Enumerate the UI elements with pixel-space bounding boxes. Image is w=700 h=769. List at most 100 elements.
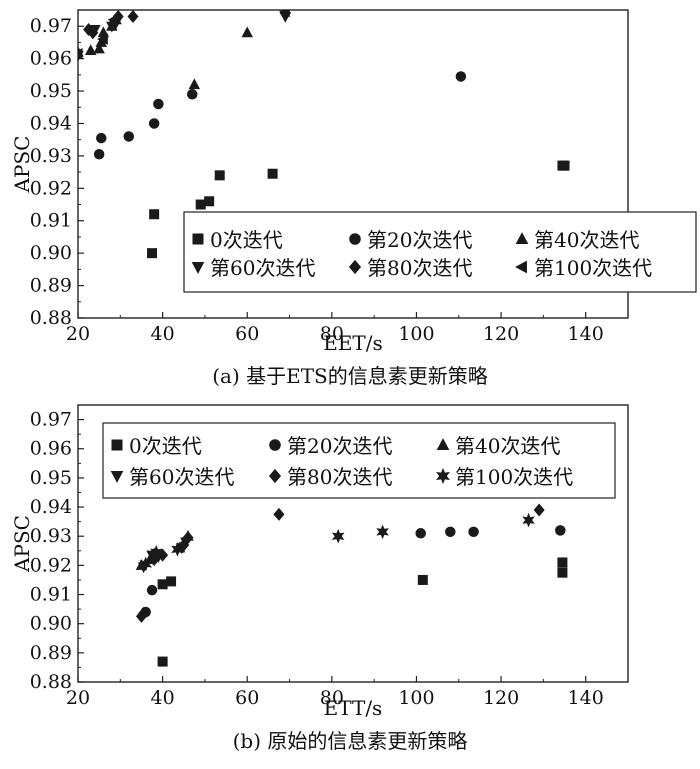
y-tick-label: 0.92 — [30, 554, 72, 576]
data-point-square — [267, 168, 278, 179]
caption-a: (a) 基于ETS的信息素更新策略 — [212, 364, 488, 388]
data-point-circle — [96, 132, 107, 144]
legend-marker-circle — [349, 233, 361, 245]
y-tick-label: 0.89 — [30, 275, 72, 297]
y-tick-label: 0.95 — [30, 467, 72, 489]
data-point-square — [417, 574, 428, 585]
plot-frame-b — [77, 404, 629, 683]
data-points-b — [135, 503, 568, 667]
legend-marker-triangle-left — [515, 260, 527, 274]
tick-marks-a — [77, 25, 587, 319]
data-point-square — [195, 199, 206, 210]
y-tick-label: 0.97 — [30, 15, 72, 37]
y-tick-label: 0.94 — [30, 496, 72, 518]
data-point-square — [557, 567, 568, 578]
data-point-circle — [148, 118, 160, 129]
legend-marker-triangle-down — [110, 471, 124, 483]
y-tick-label: 0.95 — [30, 80, 72, 102]
x-tick-label: 80 — [320, 687, 344, 709]
data-point-triangle-up — [84, 44, 97, 56]
data-point-triangle-left — [279, 10, 290, 18]
data-point-star — [522, 512, 535, 528]
y-tick-label: 0.96 — [30, 48, 72, 70]
y-tick-label: 0.94 — [30, 112, 72, 134]
data-point-triangle-up — [241, 26, 253, 38]
tick-marks-b — [77, 418, 587, 683]
data-point-circle — [455, 71, 467, 82]
x-tick-label: 60 — [235, 687, 259, 709]
x-tick-label: 120 — [483, 323, 519, 345]
data-point-diamond — [138, 606, 150, 620]
x-tick-label: 140 — [568, 687, 604, 709]
data-point-triangle-up — [95, 36, 108, 47]
x-tick-label: 20 — [66, 687, 90, 709]
data-point-triangle-up — [188, 78, 201, 90]
plot-frame-a — [77, 9, 629, 319]
panel-b: 0.88 0.89 0.90 0.91 0.92 0.93 0.94 0.95 0.96 0.97… — [10, 404, 629, 753]
data-point-circle — [146, 584, 158, 596]
data-point-square — [204, 196, 215, 207]
y-tick-label: 0.91 — [30, 210, 72, 232]
legend-marker-diamond — [348, 259, 362, 275]
legend-marker-triangle-up — [515, 232, 529, 244]
data-point-diamond — [182, 531, 194, 545]
data-point-circle — [415, 528, 426, 539]
y-tick-label: 0.88 — [30, 671, 72, 693]
y-tick-label: 0.89 — [30, 642, 72, 664]
data-point-diamond — [533, 503, 545, 517]
y-tick-label: 0.93 — [30, 145, 72, 167]
legend-label: 0次迭代 — [129, 434, 202, 458]
data-point-circle — [555, 525, 566, 536]
legend-label: 第80次迭代 — [287, 465, 392, 489]
legend-marker-triangle-down — [191, 262, 205, 274]
data-point-triangle-left — [107, 13, 119, 26]
y-tick-labels-a: 0.88 0.89 0.90 0.91 0.92 0.93 0.94 0.95 0.96 0.97 — [30, 15, 72, 329]
legend-label: 第20次迭代 — [367, 228, 472, 252]
x-tick-label: 40 — [151, 687, 175, 709]
legend-label: 第40次迭代 — [455, 434, 560, 458]
data-point-circle — [123, 131, 135, 142]
y-tick-label: 0.90 — [30, 242, 72, 264]
x-axis-label-b: ETT/s — [324, 696, 383, 720]
legend-label: 第60次迭代 — [210, 256, 315, 280]
x-tick-label: 40 — [151, 323, 175, 345]
y-tick-label: 0.92 — [30, 177, 72, 199]
x-tick-label: 20 — [66, 323, 90, 345]
legend-label: 第20次迭代 — [287, 434, 392, 458]
panel-a: 0.88 0.89 0.90 0.91 0.92 0.93 0.94 0.95 0.96 0.97… — [10, 9, 697, 388]
legend-label: 0次迭代 — [210, 228, 283, 252]
caption-b: (b) 原始的信息素更新策略 — [233, 729, 468, 753]
y-axis-label-a: APSC — [10, 136, 34, 194]
data-point-star — [149, 545, 163, 560]
legend-marker-star — [436, 468, 450, 484]
data-point-triangle-left — [97, 33, 108, 45]
data-point-star — [376, 524, 389, 540]
data-point-circle — [468, 526, 479, 538]
data-point-square — [157, 579, 168, 590]
x-tick-label: 100 — [398, 687, 434, 709]
x-tick-label: 120 — [483, 687, 519, 709]
legend-marker-diamond — [268, 468, 282, 484]
data-point-square — [147, 248, 158, 259]
data-points-a — [78, 10, 570, 259]
data-point-star — [139, 556, 152, 572]
legend-marker-square — [111, 439, 123, 451]
y-tick-label: 0.90 — [30, 613, 72, 635]
y-tick-label: 0.96 — [30, 438, 72, 460]
data-point-square — [166, 576, 177, 587]
legend-marker-circle — [269, 439, 281, 451]
legend-label: 第80次迭代 — [367, 256, 472, 280]
data-point-square — [149, 209, 160, 220]
data-point-square — [559, 160, 570, 171]
x-tick-label: 80 — [320, 323, 344, 345]
data-point-diamond — [127, 10, 139, 23]
data-point-circle — [153, 98, 164, 110]
x-tick-label: 60 — [235, 323, 259, 345]
legend-box — [183, 211, 697, 293]
legend-label: 第100次迭代 — [534, 256, 652, 280]
y-axis-label-b: APSC — [10, 515, 34, 573]
data-point-star — [171, 542, 184, 557]
legend-marker-triangle-up — [436, 438, 450, 450]
data-point-circle — [93, 149, 105, 160]
